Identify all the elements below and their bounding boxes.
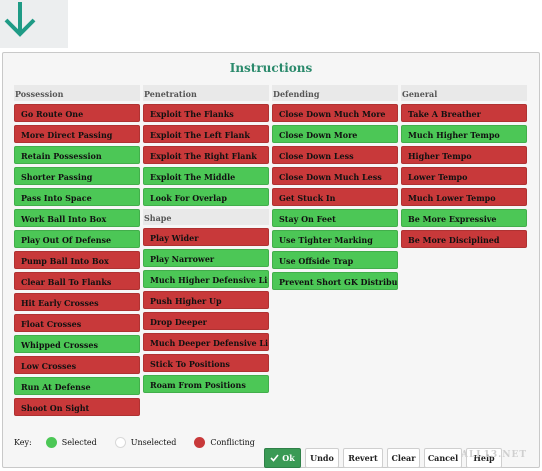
instruction-button[interactable]: Close Down Less	[272, 146, 398, 164]
column-header: Penetration	[143, 85, 269, 101]
instruction-button[interactable]: Be More Expressive	[401, 209, 527, 227]
instruction-button[interactable]: Exploit The Left Flank	[143, 125, 269, 143]
instruction-button[interactable]: Clear Ball To Flanks	[14, 272, 140, 290]
conflicting-dot-icon	[194, 436, 206, 448]
instruction-button[interactable]: Exploit The Flanks	[143, 104, 269, 122]
key-title: Key:	[14, 437, 32, 447]
instruction-button[interactable]: Exploit The Right Flank	[143, 146, 269, 164]
instruction-button[interactable]: Much Higher Tempo	[401, 125, 527, 143]
instruction-button[interactable]: Use Offside Trap	[272, 251, 398, 269]
instruction-button[interactable]: Work Ball Into Box	[14, 209, 140, 227]
column-penetration: Penetration Exploit The Flanks Exploit T…	[143, 85, 269, 396]
action-bar: Ok Undo Revert Clear Cancel Help	[3, 448, 541, 468]
column-defending: Defending Close Down Much More Close Dow…	[272, 85, 398, 293]
cancel-button[interactable]: Cancel	[424, 448, 462, 468]
instruction-button[interactable]: Go Route One	[14, 104, 140, 122]
instruction-button[interactable]: Look For Overlap	[143, 188, 269, 206]
instruction-button[interactable]: Close Down Much More	[272, 104, 398, 122]
instruction-button[interactable]: Close Down More	[272, 125, 398, 143]
instruction-button[interactable]: Prevent Short GK Distributi...	[272, 272, 398, 290]
column-general: General Take A Breather Much Higher Temp…	[401, 85, 527, 251]
instruction-button[interactable]: Take A Breather	[401, 104, 527, 122]
instruction-button[interactable]: Close Down Much Less	[272, 167, 398, 185]
instruction-button[interactable]: Exploit The Middle	[143, 167, 269, 185]
column-header: Possession	[14, 85, 140, 101]
down-arrow-icon	[4, 2, 36, 37]
instruction-button[interactable]: Lower Tempo	[401, 167, 527, 185]
dialog-title: Instructions	[229, 61, 313, 75]
instruction-button[interactable]: Much Deeper Defensive Line	[143, 333, 269, 351]
instruction-button[interactable]: Stay On Feet	[272, 209, 398, 227]
instructions-dialog: Instructions Possession Go Route One Mor…	[2, 52, 540, 468]
column-subheader-shape: Shape	[143, 209, 269, 225]
selected-dot-icon	[45, 436, 57, 448]
instruction-button[interactable]: Play Narrower	[143, 249, 269, 267]
key-conflicting-label: Conflicting	[210, 437, 255, 447]
key-unselected: Unselected	[114, 436, 177, 448]
instruction-button[interactable]: Run At Defense	[14, 377, 140, 395]
ok-label: Ok	[282, 453, 295, 463]
instruction-button[interactable]: Float Crosses	[14, 314, 140, 332]
instruction-button[interactable]: Be More Disciplined	[401, 230, 527, 248]
instruction-button[interactable]: Play Out Of Defense	[14, 230, 140, 248]
unselected-dot-icon	[114, 436, 126, 448]
ok-button[interactable]: Ok	[264, 448, 301, 468]
instruction-button[interactable]: Stick To Positions	[143, 354, 269, 372]
instruction-button[interactable]: Much Lower Tempo	[401, 188, 527, 206]
key-selected-label: Selected	[61, 437, 97, 447]
instruction-button[interactable]: Use Tighter Marking	[272, 230, 398, 248]
key-unselected-label: Unselected	[130, 437, 177, 447]
clear-button[interactable]: Clear	[387, 448, 420, 468]
instruction-button[interactable]: Drop Deeper	[143, 312, 269, 330]
instruction-button[interactable]: Hit Early Crosses	[14, 293, 140, 311]
undo-button[interactable]: Undo	[305, 448, 339, 468]
instruction-button[interactable]: Low Crosses	[14, 356, 140, 374]
checkmark-icon	[270, 454, 279, 462]
key-legend: Key: Selected Unselected Conflicting	[14, 434, 273, 450]
instruction-button[interactable]: Pump Ball Into Box	[14, 251, 140, 269]
instruction-button[interactable]: Shoot On Sight	[14, 398, 140, 416]
back-tile[interactable]	[0, 0, 68, 48]
instruction-button[interactable]: Roam From Positions	[143, 375, 269, 393]
column-header: Defending	[272, 85, 398, 101]
instruction-button[interactable]: More Direct Passing	[14, 125, 140, 143]
instruction-button[interactable]: Whipped Crosses	[14, 335, 140, 353]
instruction-button[interactable]: Shorter Passing	[14, 167, 140, 185]
key-selected: Selected	[45, 436, 97, 448]
instruction-button[interactable]: Pass Into Space	[14, 188, 140, 206]
instruction-button[interactable]: Push Higher Up	[143, 291, 269, 309]
instruction-button[interactable]: Play Wider	[143, 228, 269, 246]
instruction-button[interactable]: Retain Possession	[14, 146, 140, 164]
instruction-button[interactable]: Higher Tempo	[401, 146, 527, 164]
column-header: General	[401, 85, 527, 101]
instruction-button[interactable]: Get Stuck In	[272, 188, 398, 206]
help-button[interactable]: Help	[466, 448, 502, 468]
column-possession: Possession Go Route One More Direct Pass…	[14, 85, 140, 419]
revert-button[interactable]: Revert	[343, 448, 383, 468]
instruction-button[interactable]: Much Higher Defensive Line	[143, 270, 269, 288]
key-conflicting: Conflicting	[194, 436, 255, 448]
